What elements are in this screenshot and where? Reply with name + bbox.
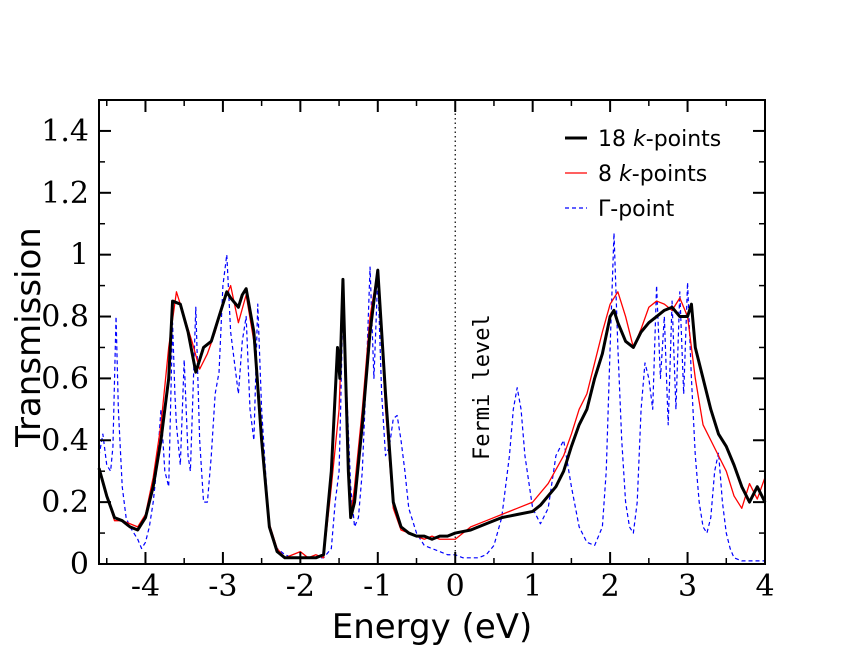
legend-label-italic: k (619, 162, 633, 187)
legend-label-part: 8 (598, 162, 619, 187)
series-line-18-k-points (97, 268, 767, 560)
x-axis-label: Energy (eV) (332, 607, 533, 647)
series-line-gamma-point (98, 232, 765, 562)
legend-label-part: Γ-point (598, 197, 675, 222)
legend-label-italic: k (633, 127, 647, 152)
x-tick-label: -3 (208, 569, 237, 604)
legend-label: Γ-point (598, 197, 675, 222)
x-tick-label: 2 (601, 569, 620, 604)
plot-frame (98, 99, 766, 565)
legend-label-part: -points (646, 127, 722, 152)
x-tick-label: 0 (446, 569, 465, 604)
x-tick-label: -2 (286, 569, 315, 604)
fermi-level-annotation: Fermi level (470, 314, 495, 460)
legend-label: 18 k-points (598, 127, 721, 152)
y-axis-label: Transmission (9, 227, 49, 448)
legend-label-part: 18 (598, 127, 633, 152)
x-axis-ticks: -4 -3 -2 -1 0 1 2 3 4 (105, 100, 775, 604)
y-tick-label: 0.4 (41, 423, 89, 458)
x-tick-label: 4 (755, 569, 774, 604)
x-tick-label: -4 (131, 569, 160, 604)
y-tick-label: 0 (70, 547, 89, 582)
y-axis-ticks: 0 0.2 0.4 0.6 0.8 1 1.2 1.4 (41, 99, 765, 582)
legend-label: 8 k-points (598, 162, 707, 187)
y-tick-label: 0.6 (41, 361, 89, 396)
y-tick-label: 0.8 (41, 300, 89, 335)
legend-label-part: -points (632, 162, 708, 187)
series-layer (97, 232, 767, 562)
y-tick-label: 1.4 (41, 114, 89, 149)
y-tick-label: 1 (70, 238, 89, 273)
y-tick-label: 1.2 (41, 176, 89, 211)
y-tick-label: 0.2 (41, 485, 89, 520)
x-tick-label: 1 (523, 569, 542, 604)
x-tick-label: 3 (678, 569, 697, 604)
x-tick-label: -1 (363, 569, 392, 604)
